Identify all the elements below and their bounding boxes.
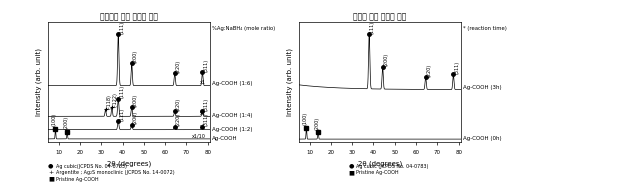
Text: x1: x1 bbox=[200, 111, 205, 116]
Text: Ag cubic (JCPDS No. 04-0783): Ag cubic (JCPDS No. 04-0783) bbox=[356, 164, 429, 169]
Text: (220): (220) bbox=[175, 98, 180, 111]
Text: Ag cubic(JCPDS No. 04-0783): Ag cubic(JCPDS No. 04-0783) bbox=[56, 164, 127, 169]
Text: (200): (200) bbox=[132, 111, 138, 124]
Text: (100): (100) bbox=[52, 113, 57, 129]
Text: ■: ■ bbox=[349, 170, 355, 175]
Y-axis label: Intensity (arb. unit): Intensity (arb. unit) bbox=[36, 48, 42, 116]
Text: Ag-COOH (1:2): Ag-COOH (1:2) bbox=[212, 127, 253, 132]
Text: (200): (200) bbox=[132, 94, 138, 107]
Title: 시간에 따른 액체상 환원: 시간에 따른 액체상 환원 bbox=[353, 12, 406, 21]
Text: (-118): (-118) bbox=[106, 94, 111, 109]
Text: Ag-COOH (3h): Ag-COOH (3h) bbox=[463, 85, 502, 90]
Text: (100): (100) bbox=[303, 112, 308, 128]
Text: ■: ■ bbox=[48, 177, 54, 181]
X-axis label: 2θ (degrees): 2θ (degrees) bbox=[358, 160, 402, 167]
Text: Argentite ; Ag₂S monoclinic (JCPDS No. 14-0072): Argentite ; Ag₂S monoclinic (JCPDS No. 1… bbox=[56, 170, 174, 175]
Text: (111): (111) bbox=[119, 108, 124, 121]
Text: (311): (311) bbox=[204, 59, 208, 72]
Text: (311): (311) bbox=[454, 61, 459, 74]
Text: +: + bbox=[48, 170, 53, 175]
X-axis label: 2θ (degrees): 2θ (degrees) bbox=[107, 160, 151, 167]
Text: (220): (220) bbox=[426, 64, 431, 77]
Text: Ag-COOH (0h): Ag-COOH (0h) bbox=[463, 136, 502, 141]
Text: Pristine Ag-COOH: Pristine Ag-COOH bbox=[56, 177, 99, 181]
Text: ●: ● bbox=[48, 164, 54, 169]
Text: Ag-COOH (1:4): Ag-COOH (1:4) bbox=[212, 113, 253, 118]
Text: (-122): (-122) bbox=[113, 92, 118, 107]
Text: Pristine Ag-COOH: Pristine Ag-COOH bbox=[356, 170, 399, 175]
Text: (311): (311) bbox=[204, 113, 208, 126]
Text: (200): (200) bbox=[63, 116, 68, 132]
Text: Ag-COOH: Ag-COOH bbox=[212, 136, 237, 141]
Text: (111): (111) bbox=[119, 21, 124, 34]
Y-axis label: Intensity (arb. unit): Intensity (arb. unit) bbox=[287, 48, 293, 116]
Text: ●: ● bbox=[349, 164, 355, 169]
Text: (200): (200) bbox=[132, 50, 138, 63]
Text: x1: x1 bbox=[200, 124, 205, 129]
Text: (220): (220) bbox=[175, 113, 180, 126]
Text: * (reaction time): * (reaction time) bbox=[463, 26, 507, 31]
Text: x1/10: x1/10 bbox=[192, 133, 205, 138]
Text: (111): (111) bbox=[119, 85, 124, 98]
Text: (220): (220) bbox=[175, 60, 180, 73]
Text: %Ag:NaBH₄ (mole ratio): %Ag:NaBH₄ (mole ratio) bbox=[212, 26, 275, 31]
Text: Ag-COOH (1:6): Ag-COOH (1:6) bbox=[212, 81, 253, 86]
Text: (200): (200) bbox=[383, 53, 388, 66]
Text: (111): (111) bbox=[370, 21, 375, 34]
Text: (311): (311) bbox=[204, 98, 208, 111]
Text: x1: x1 bbox=[200, 80, 205, 85]
Text: (200): (200) bbox=[314, 116, 319, 132]
Title: 반응비에 따른 액체상 환원: 반응비에 따른 액체상 환원 bbox=[100, 12, 158, 21]
